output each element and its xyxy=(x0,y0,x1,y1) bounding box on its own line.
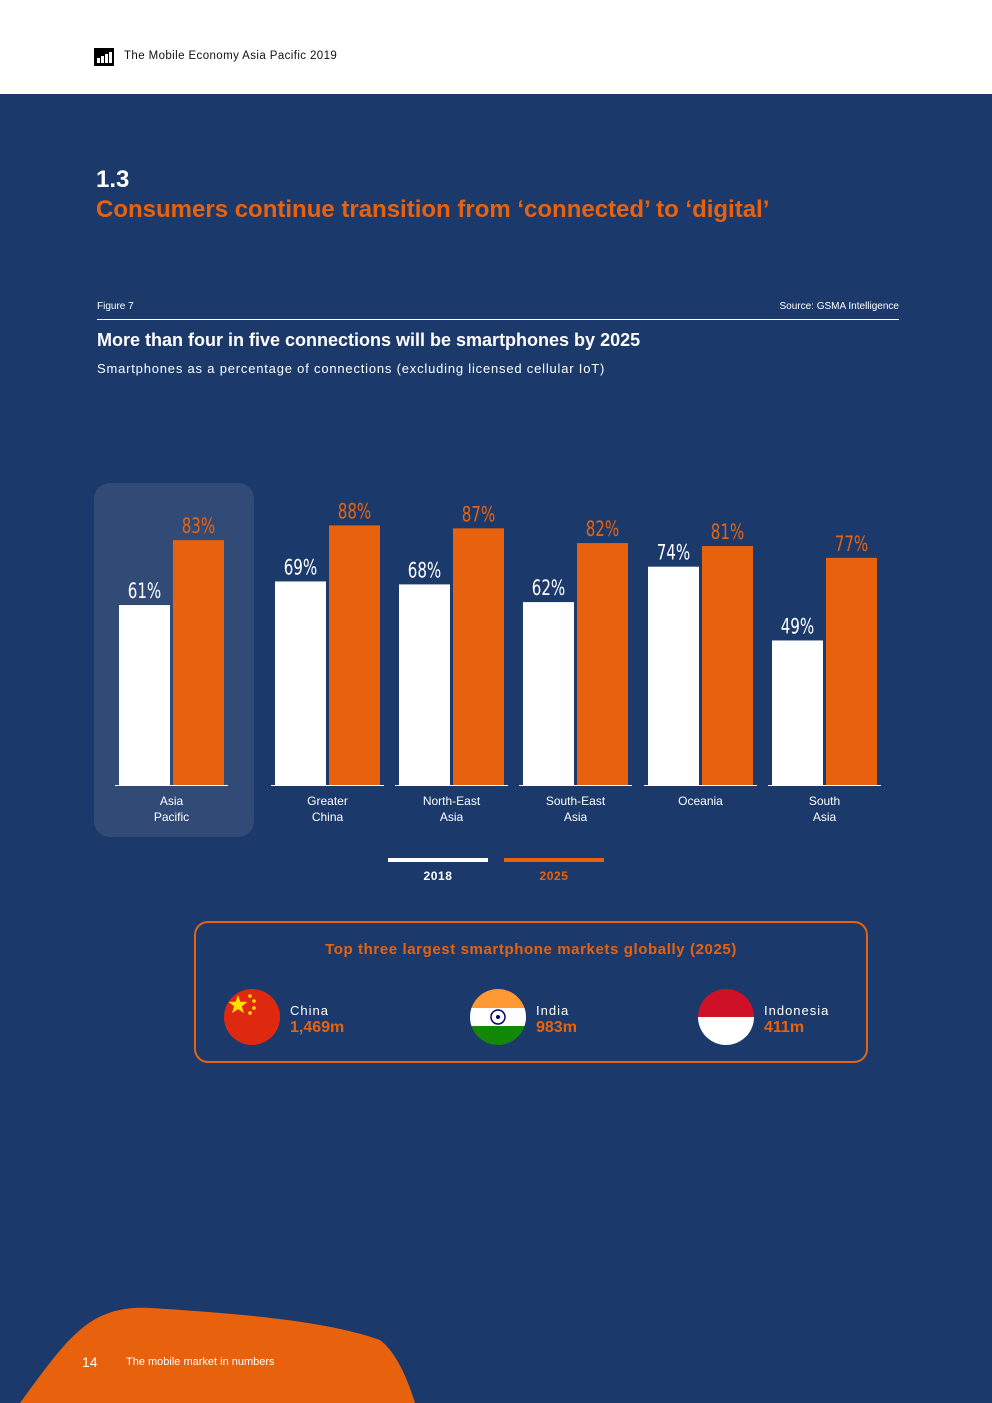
category-label: Asia xyxy=(440,810,464,824)
china-flag-icon xyxy=(224,989,280,1045)
bar-2018-2 xyxy=(399,584,450,785)
bar-2018-4 xyxy=(648,566,699,785)
data-label: 81% xyxy=(711,521,745,545)
section-number: 1.3 xyxy=(96,166,130,193)
legend-label-2025: 2025 xyxy=(539,869,569,883)
data-label: 49% xyxy=(781,615,815,639)
data-label: 61% xyxy=(128,580,162,604)
bar-2025-4 xyxy=(702,546,753,785)
legend-swatch-2025 xyxy=(504,858,604,862)
market-value: 411m xyxy=(764,1019,805,1036)
bar-2025-5 xyxy=(826,557,877,785)
category-label: China xyxy=(312,810,344,824)
header-bar: The Mobile Economy Asia Pacific 2019 xyxy=(0,0,992,94)
indonesia-flag-icon xyxy=(698,989,754,1045)
data-label: 87% xyxy=(462,503,496,527)
bar-2018-0 xyxy=(119,605,170,785)
market-value: 1,469m xyxy=(290,1019,345,1036)
data-label: 62% xyxy=(532,577,566,601)
category-label: Greater xyxy=(307,794,348,808)
legend-label-2018: 2018 xyxy=(423,869,453,883)
data-label: 88% xyxy=(338,500,372,524)
category-label: Oceania xyxy=(678,794,723,808)
figure-rule xyxy=(97,319,899,320)
category-label: North-East xyxy=(423,794,481,808)
category-label: Pacific xyxy=(154,810,189,824)
bar-2025-0 xyxy=(173,540,224,785)
data-label: 82% xyxy=(586,518,620,542)
section-title: Consumers continue transition from ‘conn… xyxy=(96,196,770,223)
category-label: South-East xyxy=(546,794,606,808)
gsma-logo-icon xyxy=(94,48,114,66)
figure-source: Source: GSMA Intelligence xyxy=(779,301,899,312)
footer-section-name: The mobile market in numbers xyxy=(126,1356,275,1368)
bar-2018-5 xyxy=(772,640,823,785)
market-name: China xyxy=(290,1003,329,1018)
india-flag-icon xyxy=(470,989,526,1045)
data-label: 68% xyxy=(408,559,442,583)
market-name: India xyxy=(536,1003,570,1018)
chart-subtitle: Smartphones as a percentage of connectio… xyxy=(97,361,606,376)
data-label: 74% xyxy=(657,541,691,565)
bar-chart: 61% 83% Asia Pacific 69% 88% Greater China 68% 87… xyxy=(94,483,881,837)
legend-swatch-2018 xyxy=(388,858,488,862)
market-value: 983m xyxy=(536,1019,577,1036)
data-label: 69% xyxy=(284,556,318,580)
document-title: The Mobile Economy Asia Pacific 2019 xyxy=(124,50,338,62)
data-label: 77% xyxy=(835,532,869,556)
category-label: South xyxy=(809,794,840,808)
footer-orange-shape xyxy=(20,1307,415,1403)
chart-title: More than four in five connections will … xyxy=(97,330,641,350)
page-number: 14 xyxy=(82,1354,98,1370)
category-label: Asia xyxy=(564,810,588,824)
category-label: Asia xyxy=(813,810,837,824)
data-label: 83% xyxy=(182,515,216,539)
top-markets-box: Top three largest smartphone markets glo… xyxy=(194,921,868,1063)
figure-label: Figure 7 xyxy=(97,301,134,312)
bar-2025-1 xyxy=(329,525,380,785)
bar-2025-3 xyxy=(577,543,628,785)
bar-2025-2 xyxy=(453,528,504,785)
bar-2018-1 xyxy=(275,581,326,785)
bar-2018-3 xyxy=(523,602,574,785)
category-label: Asia xyxy=(160,794,184,808)
market-name: Indonesia xyxy=(764,1003,830,1018)
top-markets-title: Top three largest smartphone markets glo… xyxy=(325,941,737,958)
